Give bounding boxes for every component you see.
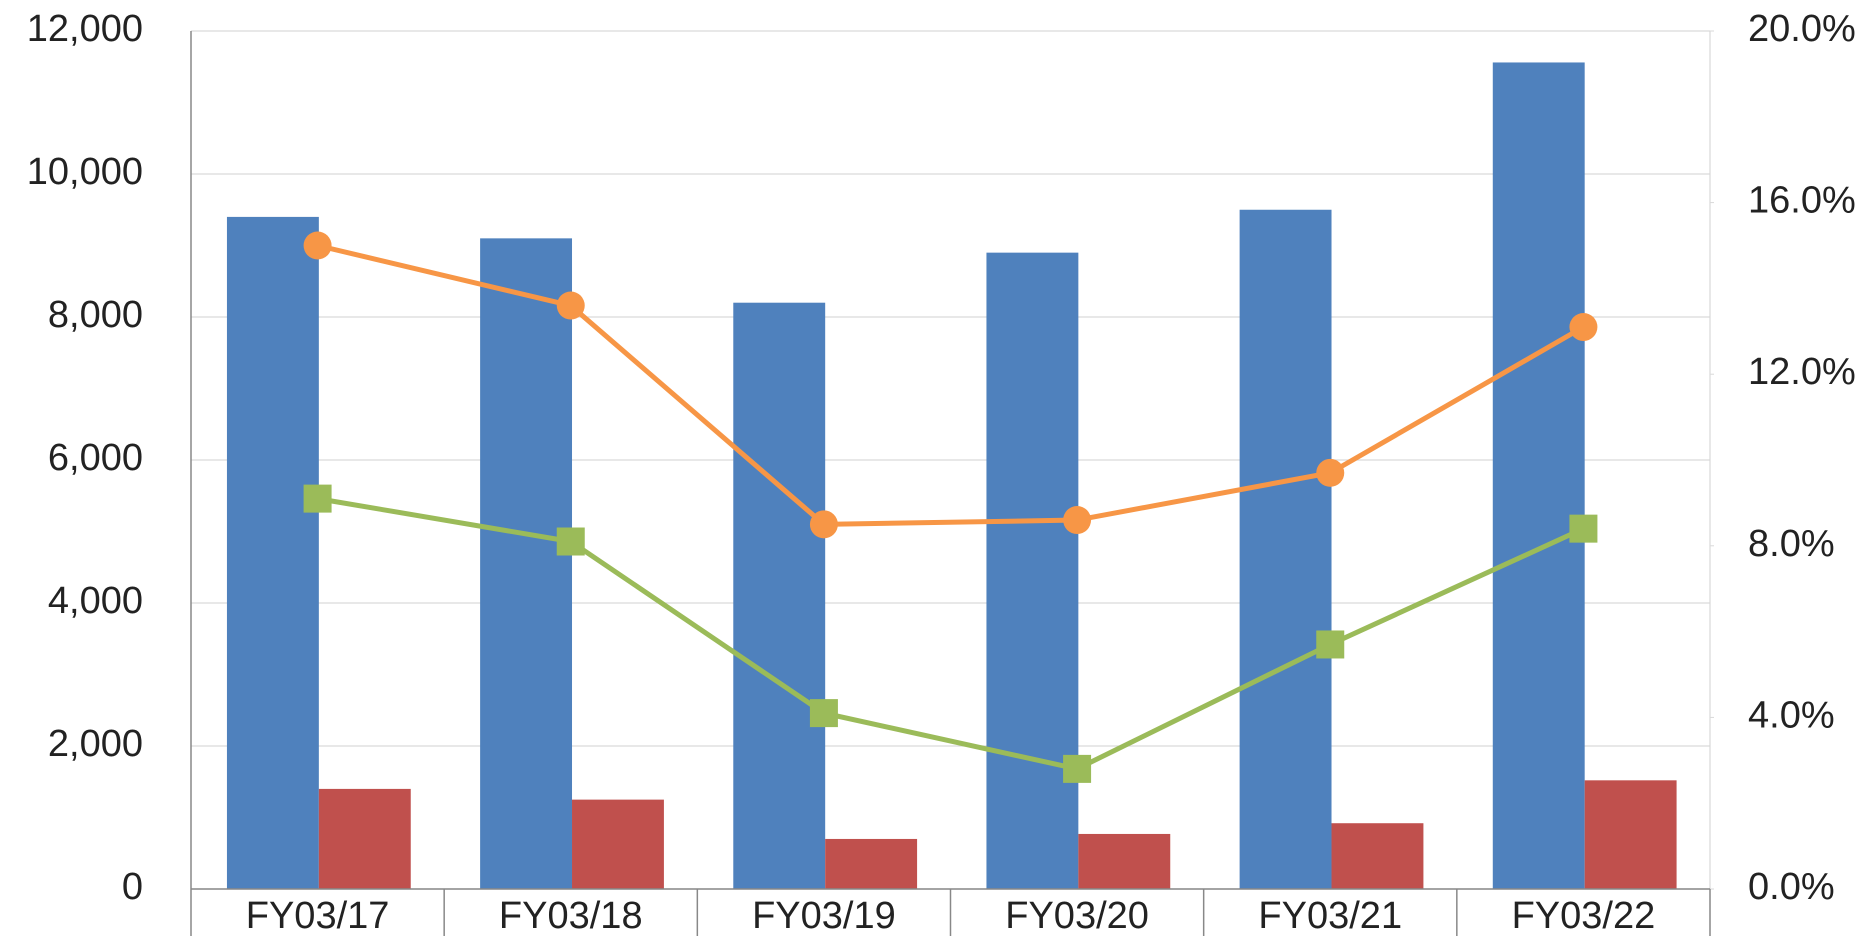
y2-tick-label: 8.0% bbox=[1748, 523, 1835, 565]
marker bbox=[556, 527, 585, 556]
y-tick-label: 4,000 bbox=[48, 580, 143, 622]
bar bbox=[825, 838, 918, 889]
y2-tick-label: 20.0% bbox=[1748, 8, 1856, 50]
x-tick-label: FY03/18 bbox=[499, 895, 643, 936]
x-tick-label: FY03/20 bbox=[1005, 895, 1149, 936]
marker bbox=[303, 231, 332, 260]
x-tick-label: FY03/17 bbox=[246, 895, 390, 936]
marker bbox=[1569, 313, 1598, 342]
bar bbox=[318, 788, 411, 889]
bar bbox=[226, 216, 319, 889]
marker bbox=[1569, 514, 1598, 543]
marker bbox=[809, 699, 838, 728]
bar bbox=[1078, 833, 1171, 889]
bar bbox=[1492, 62, 1585, 889]
marker bbox=[1063, 754, 1092, 783]
y-tick-label: 2,000 bbox=[48, 723, 143, 765]
marker bbox=[1063, 506, 1092, 535]
marker bbox=[556, 291, 585, 320]
bar bbox=[572, 799, 664, 889]
y2-tick-label: 4.0% bbox=[1748, 694, 1835, 736]
y-tick-label: 0 bbox=[122, 866, 143, 908]
bar bbox=[1331, 823, 1424, 889]
marker bbox=[809, 510, 838, 539]
x-tick-label: FY03/19 bbox=[752, 895, 896, 936]
y-tick-label: 12,000 bbox=[27, 8, 143, 50]
line bbox=[317, 243, 1585, 527]
y-tick-label: 10,000 bbox=[27, 151, 143, 193]
y2-tick-label: 12.0% bbox=[1748, 351, 1856, 393]
line bbox=[317, 496, 1585, 772]
marker bbox=[303, 484, 332, 513]
bar bbox=[1239, 209, 1332, 889]
bar bbox=[480, 238, 573, 890]
bar bbox=[1584, 780, 1677, 889]
x-tick-label: FY03/21 bbox=[1258, 895, 1402, 936]
bar bbox=[986, 252, 1079, 889]
y2-tick-label: 0.0% bbox=[1748, 866, 1835, 908]
bar bbox=[733, 302, 826, 889]
y2-tick-label: 16.0% bbox=[1748, 180, 1856, 222]
y-tick-label: 8,000 bbox=[48, 294, 143, 336]
marker bbox=[1316, 630, 1345, 659]
y-tick-label: 6,000 bbox=[48, 437, 143, 479]
marker bbox=[1316, 458, 1345, 487]
x-tick-label: FY03/22 bbox=[1512, 895, 1656, 936]
